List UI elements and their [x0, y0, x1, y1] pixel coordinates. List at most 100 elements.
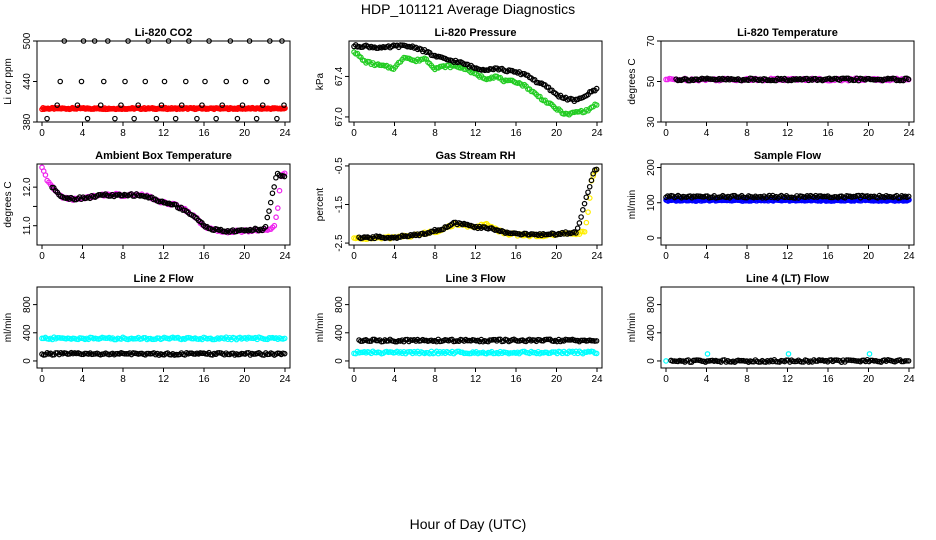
- data-point: [583, 219, 590, 226]
- x-tick-label: 16: [198, 251, 210, 262]
- y-axis-label: ml/min: [315, 313, 326, 342]
- x-tick-label: 8: [744, 374, 750, 385]
- data-point: [122, 78, 128, 85]
- panel-2: Li-820 Pressure 0 4 8 12 16 20 24 67.0 67.4 kPa: [315, 27, 603, 139]
- data-point: [574, 225, 581, 231]
- data-point: [112, 115, 118, 122]
- plot-frame: [348, 40, 603, 123]
- data-point: [663, 358, 669, 364]
- x-tick-label: 8: [744, 251, 750, 262]
- data-point: [259, 102, 266, 108]
- series-cyan: [663, 351, 873, 364]
- x-tick-label: 20: [863, 251, 875, 262]
- y-tick-label: 800: [646, 296, 657, 313]
- data-point: [273, 214, 279, 221]
- y-tick-label: 440: [22, 73, 33, 90]
- data-point: [581, 228, 588, 235]
- x-tick-label: 24: [279, 251, 291, 262]
- data-point: [97, 102, 104, 108]
- x-tick-label: 4: [704, 128, 710, 139]
- x-tick-label: 0: [663, 374, 669, 385]
- data-point: [223, 78, 230, 85]
- x-tick-label: 4: [392, 251, 398, 262]
- x-tick-label: 24: [279, 128, 291, 139]
- x-tick-label: 16: [822, 251, 834, 262]
- data-point: [234, 115, 241, 122]
- series-black: [39, 349, 288, 358]
- panel-9: Line 4 (LT) Flow 0 4 8 12 16 20 24 0 400 800 ml/min: [627, 273, 915, 385]
- data-point: [194, 115, 200, 122]
- data-point: [281, 350, 288, 357]
- x-tick-label: 20: [551, 251, 563, 262]
- x-tick-label: 12: [470, 128, 482, 139]
- panel-5: Gas Stream RH 0 4 8 12 16 20 24 -2.5 -1.5 -0.5 perc…: [315, 150, 603, 262]
- data-point: [266, 208, 272, 214]
- data-point: [281, 102, 287, 108]
- data-point: [593, 338, 600, 344]
- y-axis-label: degrees C: [627, 58, 638, 104]
- x-tick-label: 20: [551, 128, 563, 139]
- data-point: [282, 105, 288, 112]
- x-tick-label: 8: [432, 251, 438, 262]
- panel-title: Line 4 (LT) Flow: [746, 273, 829, 285]
- x-tick-label: 0: [663, 128, 669, 139]
- data-point: [219, 102, 226, 108]
- panel-title: Sample Flow: [754, 150, 822, 162]
- data-point: [267, 199, 274, 206]
- x-tick-label: 12: [782, 128, 794, 139]
- y-tick-label: 400: [646, 324, 657, 341]
- data-point: [586, 183, 593, 190]
- y-tick-label: 800: [334, 296, 345, 313]
- y-tick-label: 500: [22, 32, 33, 49]
- data-point: [199, 102, 205, 108]
- x-tick-label: 16: [822, 374, 834, 385]
- y-axis-label: Li cor ppm: [3, 58, 14, 105]
- data-point: [213, 115, 219, 122]
- data-point: [165, 38, 172, 44]
- data-point: [585, 189, 591, 196]
- x-tick-label: 12: [158, 251, 170, 262]
- series-black: [673, 75, 912, 84]
- x-tick-label: 24: [591, 374, 603, 385]
- panel-title: Li-820 Temperature: [737, 27, 838, 39]
- data-point: [135, 102, 141, 108]
- x-tick-label: 16: [822, 128, 834, 139]
- data-point: [178, 102, 185, 108]
- panel-8: Line 3 Flow 0 4 8 12 16 20 24 0 400 800 ml/min: [315, 273, 603, 385]
- data-point: [153, 115, 160, 122]
- series-cyan: [351, 348, 600, 357]
- x-tick-label: 20: [239, 374, 251, 385]
- data-point: [581, 200, 588, 207]
- data-point: [905, 76, 912, 83]
- data-point: [262, 223, 269, 230]
- data-point: [267, 38, 273, 44]
- series-black: [663, 192, 912, 201]
- data-point: [785, 351, 792, 357]
- series-black: [668, 356, 912, 365]
- x-tick-label: 4: [80, 251, 86, 262]
- data-point: [593, 85, 600, 92]
- y-axis-label: ml/min: [3, 313, 14, 342]
- data-point: [274, 115, 280, 122]
- data-point: [905, 193, 912, 200]
- series-black: [49, 170, 288, 235]
- data-point: [242, 78, 249, 85]
- data-point: [271, 222, 278, 229]
- data-point: [206, 38, 212, 44]
- x-tick-label: 4: [80, 128, 86, 139]
- data-point: [905, 358, 912, 364]
- x-tick-label: 4: [392, 374, 398, 385]
- data-point: [264, 214, 271, 221]
- data-point: [588, 177, 595, 184]
- y-tick-label: 0: [22, 358, 33, 364]
- x-tick-label: 12: [782, 251, 794, 262]
- x-tick-label: 8: [432, 374, 438, 385]
- x-tick-label: 24: [591, 128, 603, 139]
- y-tick-label: 67.0: [334, 107, 345, 127]
- y-tick-label: 0: [646, 358, 657, 364]
- panel-title: Li-820 CO2: [135, 27, 192, 39]
- plot-frame: [348, 286, 603, 369]
- x-tick-label: 12: [782, 374, 794, 385]
- y-tick-label: -2.5: [334, 234, 345, 252]
